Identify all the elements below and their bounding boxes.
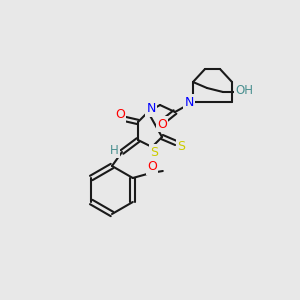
Text: O: O [157,118,167,130]
Text: H: H [110,143,118,157]
Text: O: O [147,160,157,173]
Text: S: S [177,140,185,152]
Text: N: N [184,95,194,109]
Text: S: S [150,146,158,158]
Text: N: N [146,103,156,116]
Text: OH: OH [235,85,253,98]
Text: O: O [115,109,125,122]
